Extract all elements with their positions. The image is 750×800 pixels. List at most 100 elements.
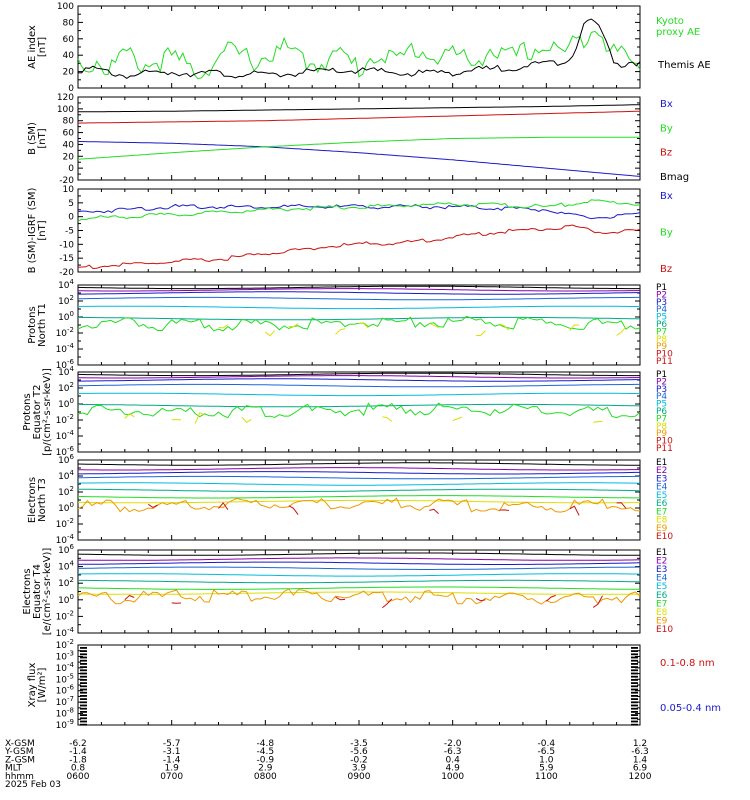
panel-6-series-fragment xyxy=(148,503,158,508)
orbit-value: 6.9 xyxy=(633,764,648,774)
panel-4-series-fragment xyxy=(429,322,439,329)
orbit-value: 0800 xyxy=(254,772,277,782)
xray-edge-marker xyxy=(631,663,638,665)
y-tick-label: 10-2 xyxy=(56,517,74,530)
panel-5-frame xyxy=(77,371,641,453)
y-tick-label: 10-4 xyxy=(56,626,75,639)
legend-bz: Bz xyxy=(660,264,672,275)
xray-edge-marker xyxy=(80,669,87,672)
panel-4-series-fragment xyxy=(218,324,229,329)
panel-5-series-p5 xyxy=(77,392,641,397)
y-tick-label: 60 xyxy=(63,129,75,139)
xray-edge-marker xyxy=(631,647,638,649)
orbit-value: 5.9 xyxy=(539,764,554,774)
orbit-value: -1.4 xyxy=(69,747,87,757)
xray-edge-marker xyxy=(631,659,638,662)
y-tick-label: 10-6 xyxy=(56,445,75,458)
orbit-value: 1.0 xyxy=(539,755,554,765)
panel-6-series-fragment xyxy=(218,502,229,510)
legend-e2: E2 xyxy=(656,466,667,476)
xray-edge-marker xyxy=(631,653,638,656)
panel-6-series-fragment xyxy=(616,502,627,509)
panel-7-ylabel: [e/(cm²-s-sr-keV)] xyxy=(42,548,53,636)
legend-by: By xyxy=(660,123,673,134)
y-tick-label: 104 xyxy=(58,278,74,291)
panel-7-series-e5 xyxy=(77,573,641,577)
panel-5-series-p1 xyxy=(77,372,640,377)
panel-6-ylabel: Electrons xyxy=(27,477,38,523)
legend-p8: P8 xyxy=(656,422,667,432)
xray-edge-marker xyxy=(631,656,638,659)
y-tick-label: 80 xyxy=(63,117,75,127)
panel-7-series-e4 xyxy=(78,566,640,570)
panel-3-ylabel: [nT] xyxy=(37,220,48,240)
y-tick-label: 20 xyxy=(63,152,75,162)
y-tick-label: 100 xyxy=(58,593,74,606)
legend-e10: E10 xyxy=(656,625,673,635)
y-tick-label: -20 xyxy=(59,268,74,278)
legend-p10: P10 xyxy=(656,437,673,447)
legend-p6: P6 xyxy=(656,320,667,330)
legend-e5: E5 xyxy=(656,491,667,501)
xray-edge-marker xyxy=(80,698,87,700)
xray-edge-marker xyxy=(631,666,638,668)
legend-bz: Bz xyxy=(660,148,672,159)
legend-e4: E4 xyxy=(656,483,668,493)
legend-e7: E7 xyxy=(656,507,667,517)
orbit-value: -4.8 xyxy=(257,739,275,749)
panel-3-ylabel: B (SM)-IGRF (SM) xyxy=(27,188,38,274)
panel-4-series-fragment xyxy=(499,323,510,331)
y-tick-label: 80 xyxy=(63,18,75,28)
panel-1-ylabel: AE index xyxy=(27,25,38,69)
y-tick-label: -5 xyxy=(65,227,74,237)
panel-4-series-fragment xyxy=(476,330,486,337)
panel-5-ylabel: [p/(cm²-s-sr-keV)] xyxy=(42,368,53,456)
panel-5-series-fragment xyxy=(452,416,463,422)
panel-7-series-e2 xyxy=(77,557,641,561)
legend-p4: P4 xyxy=(656,305,667,315)
panel-5-series-p2 xyxy=(78,375,641,379)
legend-kyoto-proxy-ae: proxy AE xyxy=(656,27,700,38)
xray-edge-marker xyxy=(80,704,87,707)
xray-edge-marker xyxy=(80,679,87,681)
y-tick-label: 0 xyxy=(68,84,74,94)
panel-4-ylabel: North T1 xyxy=(37,303,48,347)
legend-e8: E8 xyxy=(656,516,668,526)
y-tick-label: 20 xyxy=(63,68,75,78)
date-label: 2025 Feb 03 xyxy=(5,780,61,790)
panel-7-ylabel: Electrons xyxy=(22,568,33,614)
legend-p1: P1 xyxy=(656,283,667,293)
panel-6-series-fragment xyxy=(569,505,580,516)
xray-edge-marker xyxy=(631,720,638,723)
orbit-value: -6.3 xyxy=(444,747,462,757)
panel-2-series-by xyxy=(77,136,640,160)
panel-5-series-p4 xyxy=(77,383,640,388)
y-tick-label: -10 xyxy=(59,240,74,250)
legend-xray-short: 0.05-0.4 nm xyxy=(660,703,721,714)
y-tick-label: 102 xyxy=(58,381,74,394)
panel-6-series-e1 xyxy=(77,462,640,466)
xray-edge-marker xyxy=(80,656,87,659)
xray-edge-marker xyxy=(80,723,87,726)
panel-1-series-kyoto-proxy-ae xyxy=(77,30,641,80)
orbit-row-label-z-gsm: Z-GSM xyxy=(5,755,35,765)
legend-p9: P9 xyxy=(656,342,667,352)
legend-p11: P11 xyxy=(656,357,673,367)
y-tick-label: 10-3 xyxy=(56,649,74,662)
panel-7-series-e9 xyxy=(77,588,641,605)
panel-8-frame xyxy=(77,644,641,726)
y-tick-label: 10-4 xyxy=(56,533,75,546)
legend-p5: P5 xyxy=(656,400,667,410)
panel-4-series-fragment xyxy=(264,330,276,337)
legend-e6: E6 xyxy=(656,499,668,509)
legend-e5: E5 xyxy=(656,582,667,592)
y-tick-label: 10-5 xyxy=(56,672,74,685)
xray-edge-marker xyxy=(80,685,87,688)
panel-8-ylabel: Xray flux xyxy=(27,663,38,708)
panel-6-series-e6 xyxy=(77,488,641,493)
orbit-value: -5.6 xyxy=(350,747,368,757)
panel-3-series-bx xyxy=(77,203,641,220)
legend-e9: E9 xyxy=(656,524,668,534)
orbit-value: 0.8 xyxy=(71,764,86,774)
orbit-value: -4.5 xyxy=(257,747,275,757)
